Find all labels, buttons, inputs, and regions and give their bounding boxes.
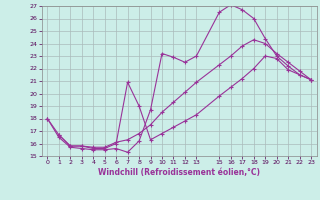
X-axis label: Windchill (Refroidissement éolien,°C): Windchill (Refroidissement éolien,°C) (98, 168, 260, 177)
